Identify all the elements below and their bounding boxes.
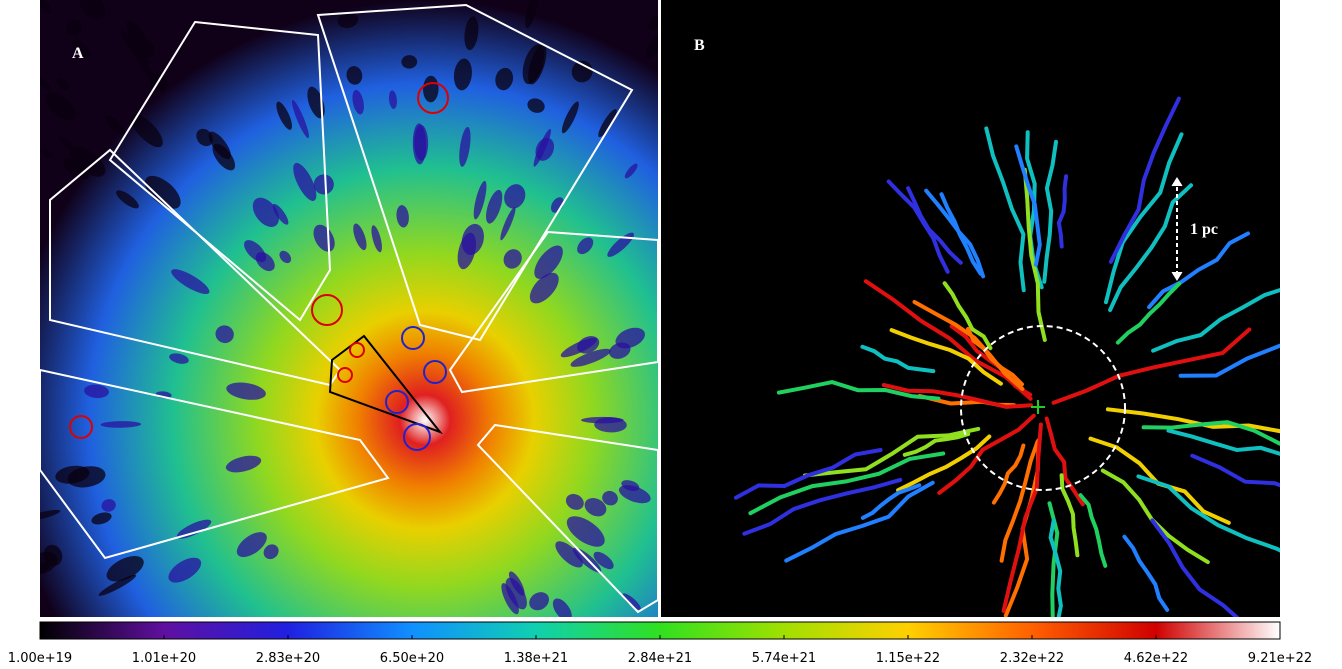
tick-label: 1.38e+21 — [504, 651, 568, 666]
tick-label: 1.00e+19 — [8, 651, 72, 666]
panel-a: A — [21, 0, 666, 624]
tick-label: 2.32e+22 — [1000, 651, 1064, 666]
figure: A 1 pc B 1.00e+19 1.01e+20 2.83e+20 6.50e+2… — [0, 0, 1342, 669]
tick-label: 2.84e+21 — [628, 651, 692, 666]
panel-label: B — [694, 37, 705, 54]
tick-label: 1.15e+22 — [876, 651, 940, 666]
tick-label: 6.50e+20 — [380, 651, 444, 666]
tick-label: 4.62e+22 — [1124, 651, 1188, 666]
background — [661, 0, 1280, 617]
density-map — [40, 0, 658, 617]
void — [581, 417, 624, 423]
tick-label: 9.21e+22 — [1248, 651, 1312, 666]
panel-b: 1 pc B — [661, 0, 1342, 669]
panel-label: A — [72, 45, 84, 62]
scale-label: 1 pc — [1190, 221, 1218, 238]
tick-label: 5.74e+21 — [752, 651, 816, 666]
tick-label: 2.83e+20 — [256, 651, 320, 666]
colorbar-ticks: 1.00e+19 1.01e+20 2.83e+20 6.50e+20 1.38e+21… — [8, 635, 1312, 666]
tick-label: 1.01e+20 — [132, 651, 196, 666]
